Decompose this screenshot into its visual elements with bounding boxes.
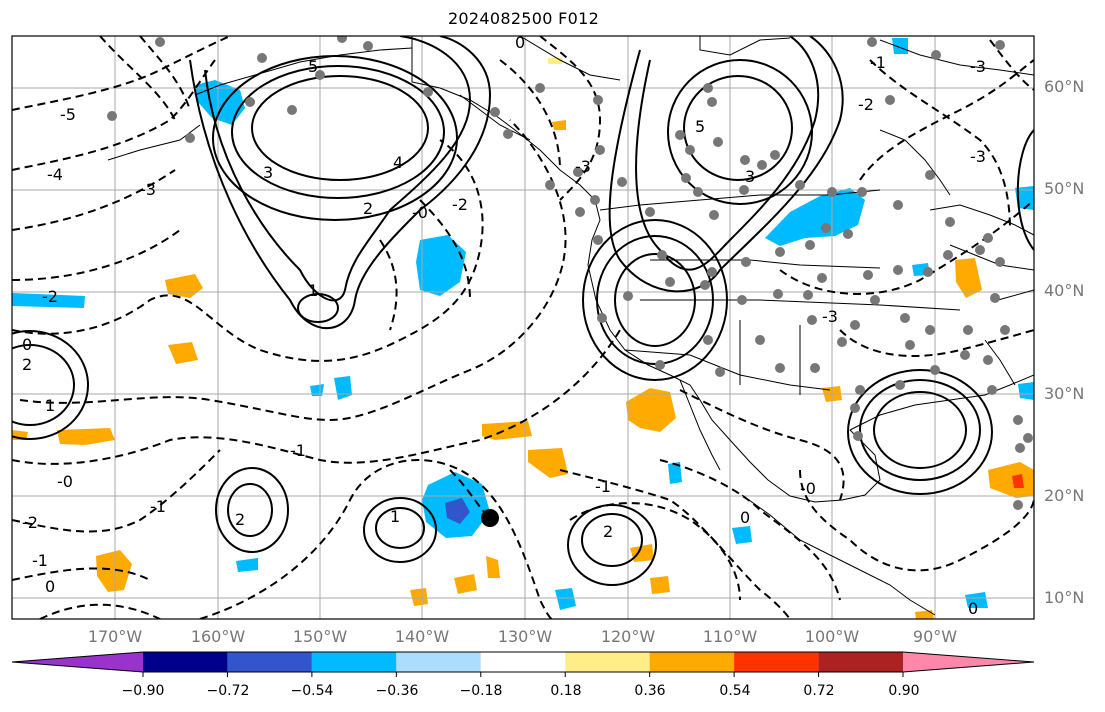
- shade-darkblue-storm: [445, 498, 470, 524]
- shade-orange-3: [57, 428, 115, 445]
- colorbar-tick-label: 0.18: [550, 683, 582, 699]
- map-title: 2024082500 F012: [447, 9, 600, 28]
- contour-label: 1: [390, 507, 400, 526]
- lat-label-20n: 20°N: [1044, 486, 1085, 505]
- colorbar-tick-label: −0.90: [121, 683, 165, 699]
- contour-label: -1: [595, 477, 611, 496]
- graticule: [12, 36, 1034, 619]
- lon-label-110w: 110°W: [702, 627, 758, 646]
- contour-label: 5: [308, 57, 318, 76]
- lat-label-50n: 50°N: [1044, 179, 1085, 198]
- contour-label: -3: [575, 157, 591, 176]
- shade-orange-10: [486, 556, 500, 578]
- shade-blue-small3: [732, 526, 752, 544]
- shade-blue-small8: [668, 462, 682, 484]
- lat-label-30n: 30°N: [1044, 384, 1085, 403]
- shade-orange-2: [168, 342, 198, 364]
- shade-orange-13: [650, 576, 670, 594]
- coastlines: [107, 36, 1034, 616]
- contour-label: -2: [452, 195, 468, 214]
- shade-blue-small2: [555, 588, 576, 610]
- shade-yellow-1: [548, 58, 562, 64]
- shade-blue-rockies: [765, 188, 865, 246]
- contours-negative: [12, 36, 1034, 619]
- shade-orange-15: [988, 462, 1034, 498]
- colorbar-tick-label: 0.72: [803, 683, 835, 699]
- contour-label: -2: [858, 95, 874, 114]
- colorbar-tick-label: −0.36: [375, 683, 419, 699]
- contour-label: 0: [45, 577, 55, 596]
- contour-label: 2: [603, 522, 613, 541]
- lon-label-120w: 120°W: [600, 627, 656, 646]
- contour-label: -5: [60, 105, 76, 124]
- shade-blue-small7: [965, 592, 988, 608]
- shade-blue-small4: [892, 38, 908, 54]
- contour-label: -0: [800, 479, 816, 498]
- contour-label: -3: [970, 147, 986, 166]
- colorbar-tick-label: 0.54: [719, 683, 751, 699]
- station-dots: [107, 36, 1033, 510]
- colorbar-tick-label: −0.54: [290, 683, 334, 699]
- contours-positive: [12, 36, 1034, 586]
- contour-label: 3: [745, 167, 755, 186]
- lat-label-10n: 10°N: [1044, 588, 1085, 607]
- contour-label: -3: [140, 180, 156, 199]
- contour-label: 1: [45, 396, 55, 415]
- shade-orange-5: [482, 421, 532, 440]
- contour-label: -2: [42, 287, 58, 306]
- contour-label: -0: [57, 472, 73, 491]
- shade-blue-west: [12, 293, 85, 308]
- contour-label: -1: [870, 53, 886, 72]
- lon-label-100w: 100°W: [804, 627, 860, 646]
- map-frame: [11, 35, 1035, 620]
- contour-label: -1: [150, 497, 166, 516]
- shade-blue-small6: [1018, 382, 1034, 400]
- contour-label: -4: [47, 165, 63, 184]
- contour-label: -1: [32, 551, 48, 570]
- contour-label: -0: [412, 203, 428, 222]
- lon-label-90w: 90°W: [912, 627, 958, 646]
- contour-label: -3: [970, 57, 986, 76]
- shade-orange-6: [528, 448, 568, 478]
- lat-label-60n: 60°N: [1044, 77, 1085, 96]
- contour-label: 2: [235, 510, 245, 529]
- contour-label: 0: [740, 508, 750, 527]
- lon-label-160w: 160°W: [190, 627, 246, 646]
- lon-label-150w: 150°W: [292, 627, 348, 646]
- shade-red-1: [1012, 474, 1024, 488]
- contour-label: 2: [22, 355, 32, 374]
- contour-label: 2: [363, 199, 373, 218]
- shade-blue-gulf: [416, 235, 466, 296]
- contour-label: -3: [822, 307, 838, 326]
- shade-orange-8: [96, 550, 132, 592]
- storm-center-marker: [481, 509, 499, 527]
- shade-orange-11: [410, 588, 428, 606]
- contour-label: 1: [308, 281, 318, 300]
- colorbar-tick-label: −0.72: [206, 683, 250, 699]
- colorbar-tick-label: 0.36: [634, 683, 666, 699]
- shade-orange-14: [955, 258, 982, 298]
- lon-label-130w: 130°W: [497, 627, 553, 646]
- shade-orange-18: [552, 120, 566, 130]
- contour-label: -1: [290, 441, 306, 460]
- contour-label: 4: [393, 153, 403, 172]
- shade-orange-9: [454, 574, 477, 594]
- contour-label: 0: [22, 335, 32, 354]
- lat-label-40n: 40°N: [1044, 281, 1085, 300]
- contour-label: 0: [515, 33, 525, 52]
- lon-label-170w: 170°W: [87, 627, 143, 646]
- contour-label: 0: [968, 599, 978, 618]
- lon-label-140w: 140°W: [394, 627, 450, 646]
- shade-orange-12: [630, 544, 654, 562]
- contour-labels: 5 5 4 3 3 2 1 1 2 2 1 2 0 0 -1 -2 -3 -5 …: [22, 33, 986, 618]
- shade-orange-7: [626, 388, 676, 432]
- contour-label: 3: [263, 163, 273, 182]
- shade-blue-small10: [236, 558, 258, 572]
- contour-label: -2: [22, 513, 38, 532]
- shade-orange-17: [915, 610, 934, 619]
- contour-label: 5: [695, 117, 705, 136]
- colorbar-tick-label: 0.90: [888, 683, 920, 699]
- colorbar-tick-label: −0.18: [459, 683, 503, 699]
